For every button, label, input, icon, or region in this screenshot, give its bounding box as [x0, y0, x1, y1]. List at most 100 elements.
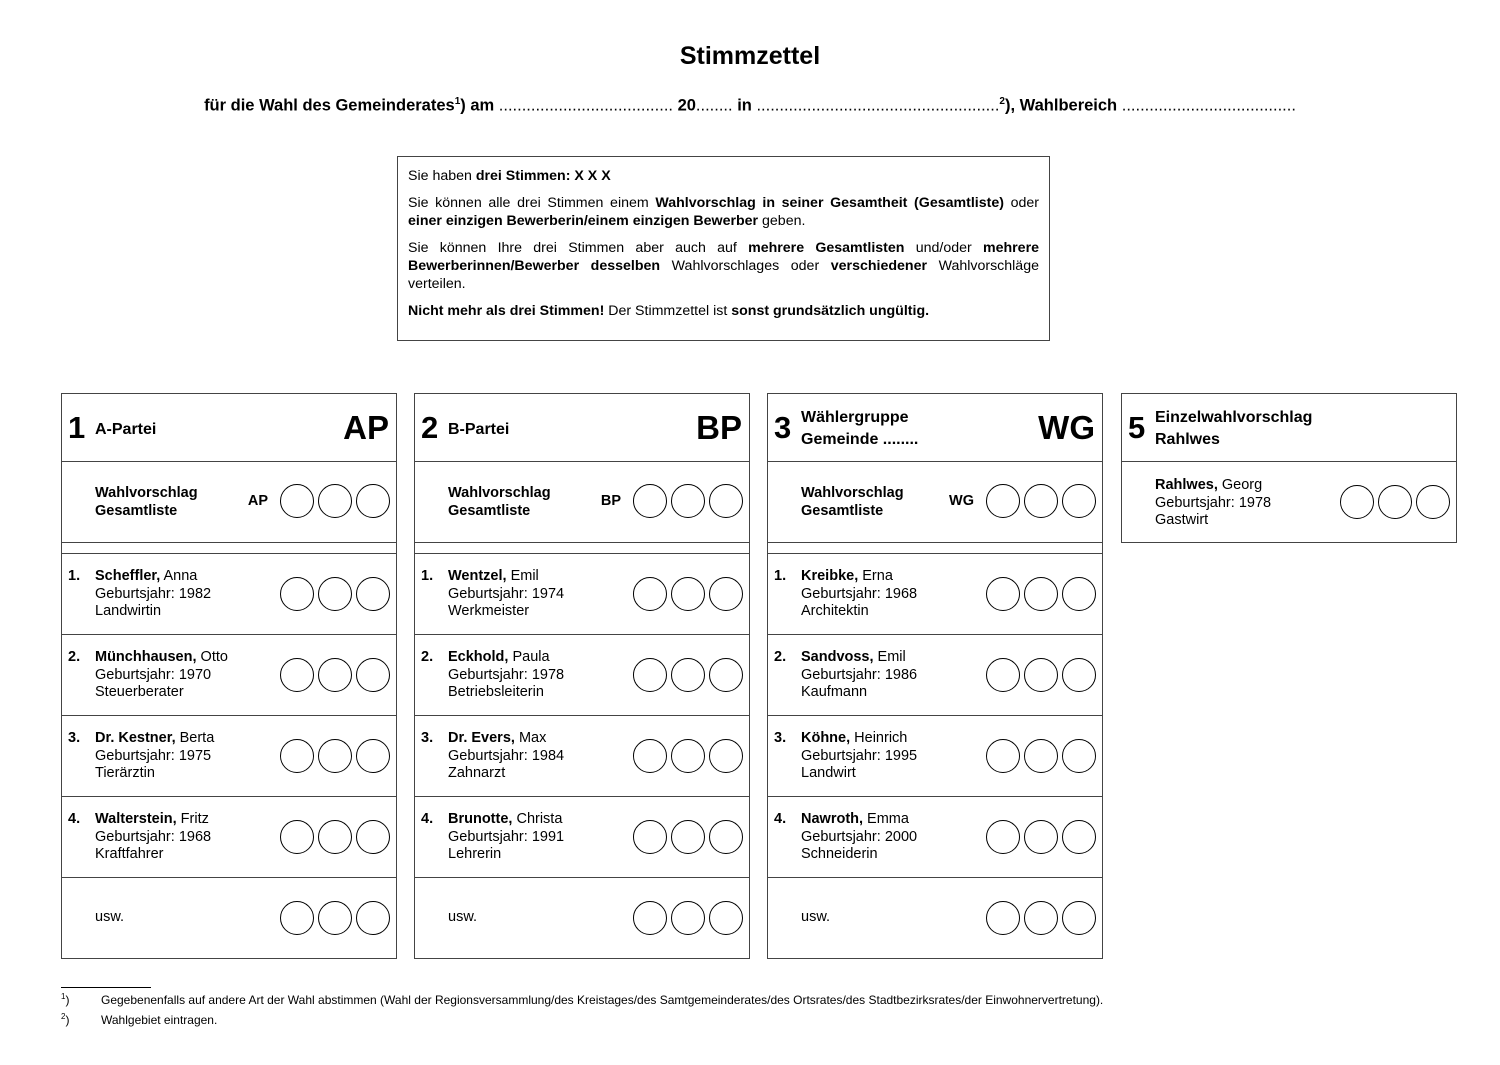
proposal-header: 5 Einzelwahlvorschlag Rahlwes: [1122, 394, 1456, 462]
vote-circle-candidate-3[interactable]: [356, 739, 390, 773]
list-vote-row: Wahlvorschlag Gesamtliste WG: [768, 462, 1102, 543]
vote-circle-candidate-1[interactable]: [280, 820, 314, 854]
candidate-info: Wentzel, Emil Geburtsjahr: 1974 Werkmeiste…: [448, 568, 564, 621]
vote-circle-candidate-3[interactable]: [1062, 739, 1096, 773]
vote-circle-list-3[interactable]: [709, 484, 743, 518]
etc-row: usw.: [62, 878, 396, 958]
vote-circle-candidate-2[interactable]: [318, 658, 352, 692]
proposal-name-line: Rahlwes: [1155, 431, 1220, 448]
vote-circle-candidate-2[interactable]: [671, 820, 705, 854]
candidate-row: 3. Dr. Evers, Max Geburtsjahr: 1984 Zahnarz…: [415, 716, 749, 797]
vote-circle-list-3[interactable]: [356, 484, 390, 518]
vote-circle-candidate-3[interactable]: [709, 820, 743, 854]
vote-circle-candidate-2[interactable]: [318, 577, 352, 611]
vote-circle-candidate-1[interactable]: [986, 658, 1020, 692]
vote-circle-candidate-1[interactable]: [280, 739, 314, 773]
vote-circle-candidate-2[interactable]: [318, 739, 352, 773]
vote-circle-candidate-3[interactable]: [709, 577, 743, 611]
candidate-birth-year: Geburtsjahr: 1978: [448, 666, 565, 683]
candidate-position: 1.: [774, 568, 787, 584]
vote-circle-etc-3[interactable]: [709, 901, 743, 935]
candidate-position: 4.: [68, 811, 81, 827]
vote-circle-etc-2[interactable]: [318, 901, 352, 935]
vote-circle-candidate-1[interactable]: [633, 658, 667, 692]
vote-circle-candidate-2[interactable]: [1024, 739, 1058, 773]
candidate-birth-year: Geburtsjahr: 1968: [95, 828, 212, 845]
proposal-name: A-Partei: [95, 419, 156, 441]
instruction-text: Wahlvorschlag in seiner Gesamtheit (Gesa…: [655, 195, 1004, 211]
vote-circles: [633, 484, 743, 518]
vote-circle-candidate-2[interactable]: [1378, 485, 1412, 519]
proposal-name-line: Wählergruppe: [801, 409, 909, 426]
vote-circles: [986, 901, 1096, 935]
vote-circle-list-2[interactable]: [1024, 484, 1058, 518]
vote-circle-etc-1[interactable]: [633, 901, 667, 935]
vote-circle-etc-2[interactable]: [1024, 901, 1058, 935]
individual-proposal-column: 5 Einzelwahlvorschlag Rahlwes Rahlwes, Geor…: [1121, 393, 1457, 543]
vote-circle-etc-3[interactable]: [1062, 901, 1096, 935]
vote-circle-etc-1[interactable]: [280, 901, 314, 935]
vote-circle-candidate-2[interactable]: [671, 577, 705, 611]
vote-circle-candidate-1[interactable]: [633, 739, 667, 773]
candidate-info: Dr. Kestner, Berta Geburtsjahr: 1975 Tierä…: [95, 730, 214, 783]
vote-circle-candidate-1[interactable]: [280, 658, 314, 692]
instruction-text: Wahlvorschläge verteilen.: [408, 258, 1039, 292]
etc-row: usw.: [768, 878, 1102, 958]
vote-circle-candidate-3[interactable]: [1062, 658, 1096, 692]
vote-circle-candidate-3[interactable]: [356, 658, 390, 692]
vote-circles: [280, 577, 390, 611]
candidate-firstname: Emil: [873, 649, 906, 665]
vote-circle-candidate-3[interactable]: [1062, 577, 1096, 611]
vote-circle-list-1[interactable]: [280, 484, 314, 518]
vote-circles: [633, 820, 743, 854]
vote-circles: [986, 484, 1096, 518]
candidate-occupation: Steuerberater: [95, 684, 184, 700]
vote-circle-list-1[interactable]: [986, 484, 1020, 518]
vote-circle-candidate-3[interactable]: [709, 658, 743, 692]
vote-circle-candidate-2[interactable]: [318, 820, 352, 854]
vote-circle-candidate-2[interactable]: [671, 658, 705, 692]
etc-label: usw.: [95, 909, 125, 925]
vote-circle-candidate-2[interactable]: [1024, 820, 1058, 854]
vote-circles: [280, 484, 390, 518]
candidate-surname: Kreibke,: [801, 568, 859, 584]
vote-circle-list-1[interactable]: [633, 484, 667, 518]
candidate-surname: Nawroth,: [801, 811, 864, 827]
list-label-line: Gesamtliste: [448, 503, 531, 519]
vote-circle-candidate-1[interactable]: [633, 577, 667, 611]
candidate-firstname: Georg: [1217, 477, 1263, 493]
vote-circle-list-2[interactable]: [671, 484, 705, 518]
instruction-paragraph: Sie können alle drei Stimmen einem Wahlv…: [408, 194, 1039, 230]
vote-circle-candidate-1[interactable]: [633, 820, 667, 854]
candidate-surname: Dr. Evers,: [448, 730, 515, 746]
proposal-number: 1: [68, 410, 86, 445]
vote-circle-list-3[interactable]: [1062, 484, 1096, 518]
vote-circle-candidate-1[interactable]: [986, 820, 1020, 854]
instructions-box: Sie haben drei Stimmen: X X X Sie können …: [397, 156, 1050, 341]
candidate-occupation: Landwirt: [801, 765, 856, 781]
vote-circles: [986, 658, 1096, 692]
vote-circle-etc-2[interactable]: [671, 901, 705, 935]
vote-circle-candidate-1[interactable]: [986, 577, 1020, 611]
candidate-birth-year: Geburtsjahr: 1978: [1155, 494, 1272, 511]
candidate-occupation: Kraftfahrer: [95, 846, 164, 862]
vote-circle-candidate-3[interactable]: [356, 577, 390, 611]
vote-circle-list-2[interactable]: [318, 484, 352, 518]
subtitle-text: ) am: [460, 96, 499, 115]
vote-circle-candidate-3[interactable]: [709, 739, 743, 773]
vote-circle-etc-1[interactable]: [986, 901, 1020, 935]
vote-circle-candidate-2[interactable]: [671, 739, 705, 773]
candidate-occupation: Tierärztin: [95, 765, 155, 781]
vote-circle-candidate-1[interactable]: [986, 739, 1020, 773]
vote-circle-etc-3[interactable]: [356, 901, 390, 935]
vote-circle-candidate-2[interactable]: [1024, 577, 1058, 611]
candidate-firstname: Christa: [512, 811, 563, 827]
vote-circle-candidate-3[interactable]: [356, 820, 390, 854]
vote-circle-candidate-1[interactable]: [280, 577, 314, 611]
list-label: Wahlvorschlag Gesamtliste: [448, 484, 551, 520]
vote-circle-candidate-1[interactable]: [1340, 485, 1374, 519]
section-divider: [415, 543, 749, 554]
vote-circle-candidate-2[interactable]: [1024, 658, 1058, 692]
vote-circle-candidate-3[interactable]: [1062, 820, 1096, 854]
vote-circle-candidate-3[interactable]: [1416, 485, 1450, 519]
